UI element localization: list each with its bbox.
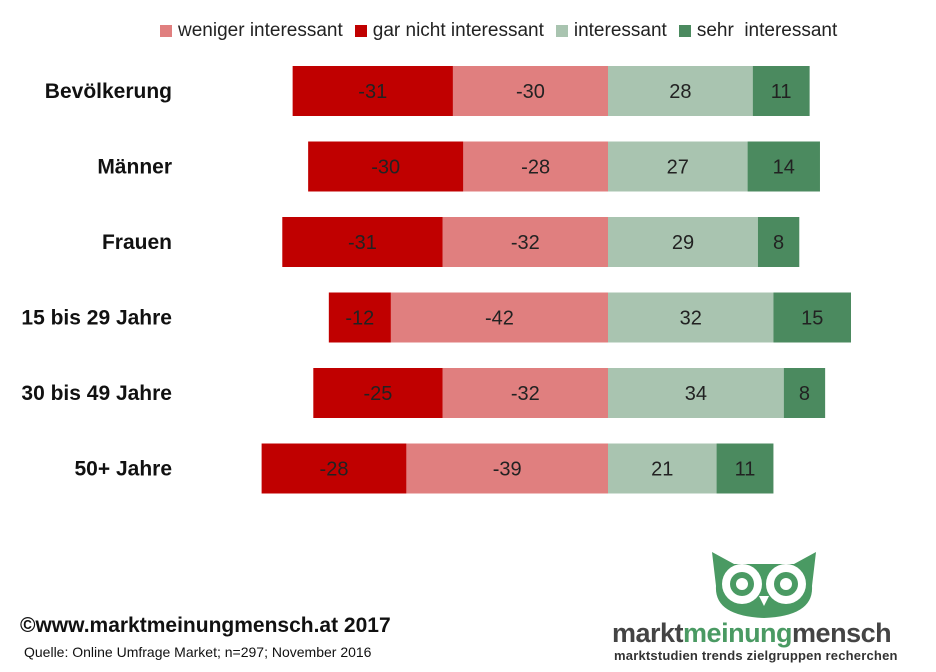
data-label: 14 (773, 157, 795, 179)
data-label: 8 (773, 232, 784, 254)
bar-segment (716, 443, 774, 494)
legend-label: gar nicht interessant (372, 20, 544, 41)
logo-wordmark: marktmeinungmensch (612, 618, 892, 648)
bar-segment (390, 292, 608, 343)
category-label: Bevölkerung (45, 80, 172, 103)
legend-item: interessant (555, 20, 667, 42)
legend-label: weniger interessant (178, 20, 343, 41)
category-label: Frauen (102, 231, 172, 254)
bar-segment (308, 141, 464, 192)
data-label: -31 (358, 81, 387, 103)
category-label: Männer (97, 156, 172, 179)
legend-label: sehr interessant (696, 20, 838, 41)
bar-segment (313, 368, 443, 418)
bar-segment (452, 66, 608, 116)
bar-segment (773, 292, 851, 343)
data-label: 11 (735, 459, 756, 481)
source-note: Quelle: Online Umfrage Market; n=297; No… (24, 644, 372, 660)
bar-segment (747, 141, 820, 192)
bar-segment (442, 368, 608, 418)
bar-segment (608, 141, 748, 192)
bar-segment (757, 217, 800, 267)
data-label: -12 (345, 308, 374, 330)
copyright-text: ©www.marktmeinungmensch.at 2017 (20, 614, 391, 637)
data-label: -30 (516, 81, 545, 103)
data-label: 8 (799, 383, 810, 405)
data-label: 32 (680, 308, 702, 330)
data-label: -28 (320, 459, 349, 481)
legend-item: sehr interessant (678, 20, 838, 42)
bar-segment (608, 217, 758, 267)
data-label: -25 (363, 383, 392, 405)
data-label: -31 (348, 232, 377, 254)
data-label: 28 (669, 81, 691, 103)
data-label: -30 (371, 157, 400, 179)
bar-segment (406, 443, 608, 494)
data-label: 15 (801, 308, 823, 330)
bar-segment (261, 443, 407, 494)
data-label: -42 (485, 308, 514, 330)
legend-swatch (555, 25, 568, 37)
bar-segment (608, 292, 774, 343)
legend-label: interessant (573, 20, 667, 41)
bar-segment (608, 443, 717, 494)
data-label: -39 (493, 459, 522, 481)
data-label: 21 (651, 459, 673, 481)
legend-item: weniger interessant (160, 20, 343, 42)
bar-segment (783, 368, 826, 418)
data-label: -32 (511, 232, 540, 254)
legend-swatch (160, 25, 172, 37)
data-label: 11 (771, 81, 792, 103)
bar-segment (608, 368, 784, 418)
chart-legend: weniger interessant gar nicht interessant… (160, 20, 837, 42)
legend-swatch (678, 25, 691, 37)
bar-segment (752, 66, 810, 116)
data-label: 34 (685, 383, 707, 405)
owl-icon (712, 552, 816, 618)
data-label: 29 (672, 232, 694, 254)
category-label: 50+ Jahre (75, 458, 173, 481)
logo-tagline: marktstudien trends zielgruppen recherch… (614, 648, 898, 663)
bar-segment (292, 66, 453, 116)
data-label: -32 (511, 383, 540, 405)
chart-plot: Bevölkerung -30 -31 28 11 Männer -28 -30 27 14 Fra… (21, 66, 851, 494)
bar-segment (463, 141, 608, 192)
legend-item: gar nicht interessant (354, 20, 544, 42)
category-label: 15 bis 29 Jahre (21, 307, 172, 330)
bar-segment (608, 66, 753, 116)
bar-segment (442, 217, 608, 267)
category-label: 30 bis 49 Jahre (21, 382, 172, 405)
bar-segment (328, 292, 391, 343)
brand-logo: marktmeinungmensch marktstudien trends z… (612, 546, 922, 666)
legend-swatch (354, 25, 367, 37)
bar-segment (282, 217, 443, 267)
data-label: 27 (667, 157, 689, 179)
data-label: -28 (521, 157, 550, 179)
